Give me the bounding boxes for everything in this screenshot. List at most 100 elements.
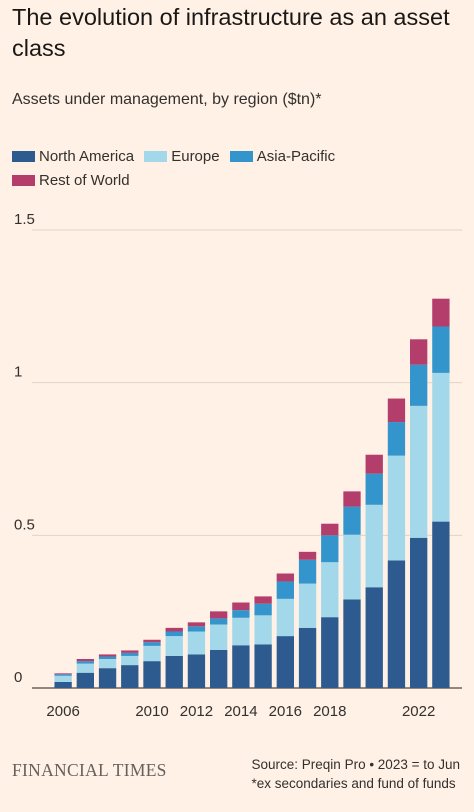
legend-item-asia-pacific: Asia-Pacific (229, 145, 336, 168)
legend-item-north-america: North America (12, 145, 134, 168)
legend-label: Rest of World (39, 172, 130, 189)
bar-segment (321, 617, 339, 688)
bar-segment (210, 618, 228, 625)
legend-swatch (12, 151, 35, 162)
bar-segment (387, 560, 406, 688)
legend-label: Asia-Pacific (256, 148, 336, 165)
bar-segment (254, 615, 272, 645)
bar-segment (276, 636, 294, 688)
legend-swatch (12, 175, 35, 186)
bar-segment (410, 364, 428, 406)
bar-segment (210, 624, 228, 650)
bar-segment (143, 639, 161, 643)
bar-segment (365, 454, 383, 474)
legend-label: Europe (171, 148, 220, 165)
bar-segment (165, 636, 183, 656)
x-tick-label: 2018 (313, 703, 346, 720)
bar-segment (165, 631, 183, 637)
bar-segment (187, 626, 206, 632)
bar-segment (298, 551, 317, 560)
bar-segment (298, 559, 317, 584)
legend: North America Europe Asia-Pacific Rest o… (12, 145, 467, 193)
bar-segment (321, 562, 339, 618)
chart-subtitle: Assets under management, by region ($tn)… (12, 91, 322, 108)
bar-segment (76, 672, 94, 688)
legend-swatch (144, 151, 168, 162)
bar-segment (187, 654, 206, 688)
chart-title: The evolution of infrastructure as an as… (12, 4, 450, 61)
legend-item-europe: Europe (144, 145, 220, 168)
bar-segment (254, 596, 272, 604)
bar-segment (432, 298, 450, 327)
bar-segment (276, 598, 294, 637)
x-tick-label: 2016 (269, 703, 302, 720)
source-note: Source: Preqin Pro • 2023 = to Jun *ex s… (252, 755, 460, 793)
bar-segment (232, 645, 250, 688)
bar-segment (121, 665, 139, 688)
bar-segment (410, 537, 428, 688)
bar-segment (76, 658, 94, 662)
bar-segment (76, 661, 94, 664)
x-tick-label: 2022 (402, 703, 435, 720)
y-tick-label: 0.5 (14, 516, 35, 533)
footnote-line: *ex secondaries and fund of funds (251, 776, 456, 791)
y-tick-label: 1.5 (14, 211, 35, 228)
bar-segment (343, 534, 361, 600)
bar-segment (187, 622, 206, 627)
bar-segment (98, 658, 117, 669)
bar-segment (143, 661, 161, 688)
bar-segment (410, 405, 428, 538)
y-tick-label: 0 (14, 669, 22, 686)
bar-segment (76, 663, 94, 673)
bar-chart: 0 0.5 1 1.5 2006 2010 2012 2014 2016 2018 2022 (14, 211, 462, 720)
bar-segment (387, 455, 406, 561)
bar-segment (232, 602, 250, 611)
bar-segment (210, 611, 228, 619)
bar-segment (276, 581, 294, 599)
bar-segment (232, 617, 250, 646)
bar-segment (432, 326, 450, 373)
bar-segment (121, 650, 139, 653)
bar-segment (143, 645, 161, 662)
bar-segment (365, 587, 383, 688)
bar-segment (54, 681, 72, 688)
y-tick-label: 1 (14, 364, 22, 381)
bar-segment (54, 673, 72, 675)
bar-segment (298, 627, 317, 688)
bar-segment (432, 521, 450, 688)
legend-item-rest-of-world: Rest of World (12, 169, 130, 192)
bar-segment (54, 674, 72, 676)
bar-segment (343, 491, 361, 507)
bar-segment (54, 675, 72, 682)
bar-segment (276, 573, 294, 582)
bar-segment (321, 523, 339, 536)
bar-segment (343, 506, 361, 535)
bar-segment (365, 473, 383, 505)
bar-segment (432, 372, 450, 522)
source-line: Source: Preqin Pro • 2023 = to Jun (251, 757, 460, 772)
bar-segment (121, 652, 139, 656)
bar-segment (254, 644, 272, 688)
bar-segment (232, 610, 250, 618)
legend-label: North America (39, 148, 135, 165)
ft-logo: FINANCIAL TIMES (12, 760, 167, 780)
bar-segment (365, 504, 383, 588)
bar-segment (343, 599, 361, 688)
bar-segment (98, 668, 117, 688)
legend-swatch (229, 151, 253, 162)
x-tick-label: 2010 (135, 703, 168, 720)
bar-segment (387, 398, 406, 423)
bar-segment (210, 649, 228, 688)
x-tick-label: 2006 (46, 703, 79, 720)
bar-segment (298, 583, 317, 628)
bar-segment (321, 535, 339, 563)
bar-segment (98, 656, 117, 659)
bar-segment (98, 654, 117, 657)
bar-segment (254, 603, 272, 616)
bar-segment (387, 422, 406, 456)
bar-segment (121, 655, 139, 666)
bar-segment (410, 339, 428, 365)
bar-segment (187, 631, 206, 655)
bar-segment (165, 627, 183, 632)
bar-segment (165, 655, 183, 688)
